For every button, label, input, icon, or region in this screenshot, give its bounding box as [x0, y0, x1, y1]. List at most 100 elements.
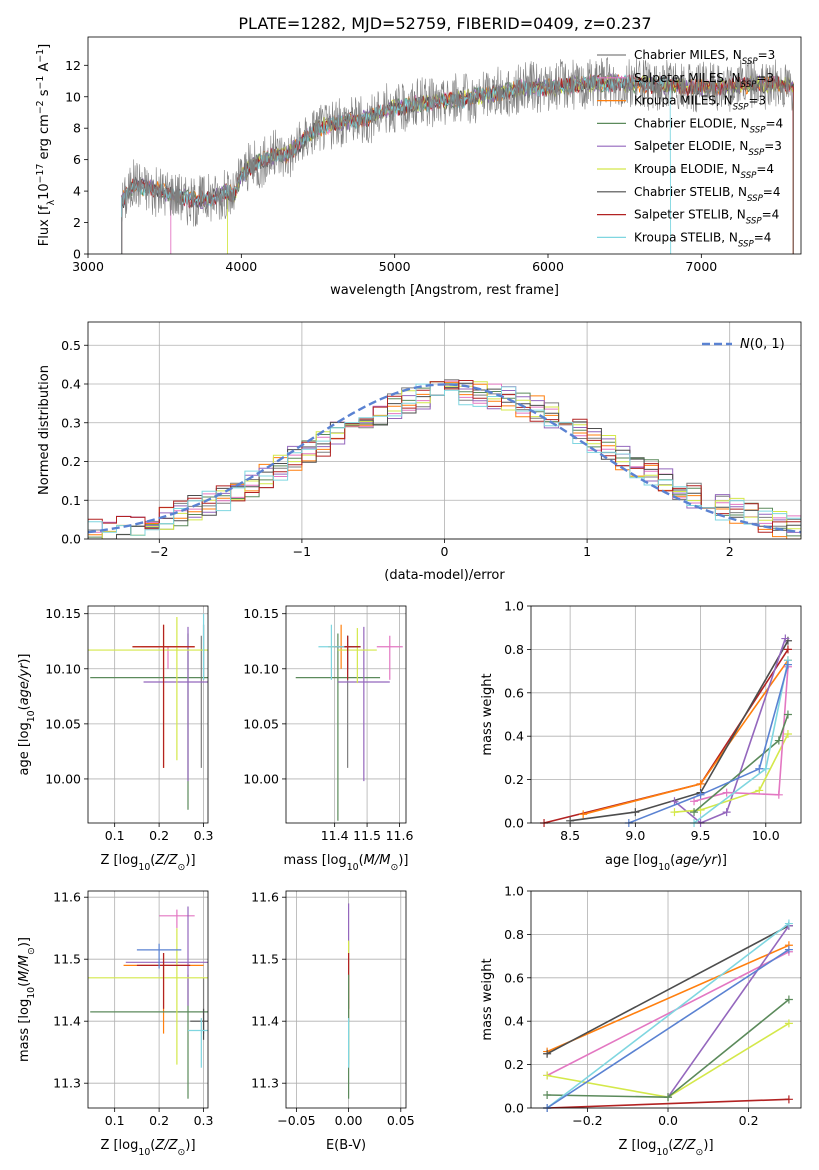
- spectrum-ylabel-part: −17: [35, 164, 46, 184]
- massweight_vs_age-plot-area: [540, 634, 792, 827]
- massweight_vs_age-series-line: [628, 664, 789, 824]
- massweight_vs_Z-xtick-label: 0.0: [658, 1113, 678, 1128]
- mass_vs_Z-ytick-label: 11.4: [53, 1014, 81, 1029]
- legend-entry: Chabrier MILES, NSSP=3: [634, 48, 775, 67]
- massweight_vs_age-series-line: [674, 733, 789, 813]
- massweight_vs_age-point-marker: [690, 808, 699, 817]
- massweight_vs_Z-xlabel-part: (: [668, 1138, 673, 1153]
- massweight_vs_Z-xlabel-part: Z [log: [618, 1138, 656, 1153]
- massweight_vs_age-point-marker: [631, 808, 640, 817]
- massweight_vs_age-ytick-label: 1.0: [504, 599, 524, 614]
- massweight_vs_Z-ytick-label: 0.6: [504, 970, 524, 985]
- mass_vs_Z-xlabel-part: Z [log: [100, 1138, 138, 1153]
- age_vs_Z-ytick-label: 10.10: [45, 661, 81, 676]
- legend-entry-part: =4: [754, 230, 772, 244]
- massweight_vs_Z-plot-area: [543, 919, 793, 1112]
- massweight_vs_age-point-marker: [722, 788, 731, 797]
- massweight_vs_age-ylabel: mass weight: [480, 673, 495, 755]
- legend-entry: Chabrier STELIB, NSSP=4: [634, 185, 781, 204]
- legend-entry: Chabrier ELODIE, NSSP=4: [634, 116, 783, 135]
- mass_vs_Z-xtick-label: 0.3: [194, 1113, 214, 1128]
- legend-entry-part: Chabrier ELODIE, N: [634, 116, 750, 130]
- age_vs_Z-xlabel-part: Z/Z: [154, 853, 178, 868]
- massweight_vs_age-point-marker: [783, 730, 792, 739]
- hist-legend-label-part: (0, 1): [750, 337, 785, 352]
- hist-xlabel: (data-model)/error: [384, 568, 505, 583]
- massweight_vs_Z-frame: [530, 890, 802, 1109]
- massweight_vs_Z-point-marker: [784, 919, 793, 928]
- age_vs_Z-xtick-label: 0.1: [105, 828, 125, 843]
- age_vs_mass-frame: [285, 605, 407, 824]
- massweight_vs_Z-point-marker: [543, 1090, 552, 1099]
- massweight_vs_age-point-marker: [774, 790, 783, 799]
- massweight_vs_age-ytick-label: 0.0: [504, 816, 524, 831]
- massweight_vs_age-series-line: [693, 666, 789, 803]
- spectrum-ylabel-part: −1: [35, 49, 46, 63]
- massweight_vs_Z-point-marker: [784, 945, 793, 954]
- massweight_vs_Z-xlabel-part: 10: [656, 1147, 668, 1158]
- mass_vs_Z-ytick-label: 11.3: [53, 1076, 81, 1091]
- massweight_vs_Z-xtick-label: 0.2: [739, 1113, 759, 1128]
- massweight_vs_age-ytick-label: 0.2: [504, 772, 524, 787]
- hist-plot-area: [88, 379, 801, 539]
- legend-entry-part: SSP: [746, 217, 763, 227]
- spectrum-ylabel-part: ]: [37, 44, 52, 49]
- massweight_vs_age-frame: [530, 605, 802, 824]
- massweight_vs_age-point-marker: [690, 797, 699, 806]
- age_vs_Z-xlabel-part: 10: [138, 862, 150, 873]
- massweight_vs_age-xlabel-part: age [log: [605, 853, 658, 868]
- age_vs_mass-ytick-label: 10.00: [243, 771, 279, 786]
- massweight_vs_Z-ytick-label: 0.0: [504, 1101, 524, 1116]
- spectrum-ylabel-part: s: [37, 89, 52, 100]
- spectrum-xtick-label: 5000: [379, 259, 411, 274]
- legend-entry-part: =4: [765, 116, 783, 130]
- mass_vs_EBV-ytick-label: 11.5: [251, 952, 279, 967]
- hist-ytick-label: 0.4: [61, 377, 81, 392]
- figure-layer: 3000 4000 5000 6000 7000024681012wavelength …: [17, 36, 802, 1158]
- age_vs_mass-ytick-label: 10.15: [243, 606, 279, 621]
- mass_vs_EBV-frame: [285, 890, 407, 1109]
- spectrum-xtick-label: 3000: [72, 259, 104, 274]
- hist-ytick-label: 0.3: [61, 415, 81, 430]
- massweight_vs_Z-xtick-label: −0.2: [572, 1113, 602, 1128]
- mass_vs_Z-xtick-label: 0.1: [105, 1113, 125, 1128]
- massweight_vs_age-point-marker: [670, 797, 679, 806]
- massweight_vs_age-point-marker: [783, 710, 792, 719]
- legend-entry: Salpeter MILES, NSSP=3: [634, 71, 774, 90]
- gaussian-curve: [88, 383, 801, 534]
- legend-entry-part: SSP: [750, 125, 767, 135]
- massweight_vs_Z-ytick-label: 0.8: [504, 927, 524, 942]
- massweight_vs_age-point-marker: [783, 645, 792, 654]
- mass_vs_EBV-xtick-label: 0.00: [335, 1113, 363, 1128]
- legend-entry-part: Kroupa ELODIE, N: [634, 162, 741, 176]
- mass_vs_Z-frame: [87, 890, 209, 1109]
- massweight_vs_age-xtick-label: 9.5: [691, 828, 711, 843]
- mass_vs_Z-xlabel-part: 10: [138, 1147, 150, 1158]
- massweight_vs_Z-point-marker: [784, 1019, 793, 1028]
- legend-entry-part: Kroupa STELIB, N: [634, 230, 738, 244]
- mass_vs_Z-ylabel-part: ⊙: [26, 947, 37, 955]
- mass_vs_Z-xtick-label: 0.2: [149, 1113, 169, 1128]
- legend-entry-part: =4: [756, 162, 774, 176]
- massweight_vs_Z-series-line: [547, 1098, 789, 1109]
- spectrum-ylabel-part: erg cm: [37, 114, 52, 163]
- legend-entry: Salpeter STELIB, NSSP=4: [634, 208, 779, 227]
- massweight_vs_age-point-marker: [722, 808, 731, 817]
- age_vs_Z-xlabel-part: (: [150, 853, 155, 868]
- mass_vs_EBV-xtick-label: 0.05: [387, 1113, 415, 1128]
- mass_vs_EBV-xlabel-part: E(B-V): [326, 1138, 366, 1153]
- spectrum-ylabel-part: λ: [46, 199, 57, 205]
- mass_vs_Z-plot-area: [88, 906, 208, 1099]
- hist-step: [88, 383, 801, 537]
- age_vs_mass-xlabel-part: M/M: [364, 853, 391, 868]
- age_vs_mass-xlabel-part: mass [log: [284, 853, 347, 868]
- age_vs_Z-ylabel-part: age/yr: [17, 662, 32, 705]
- mass_vs_Z-xlabel-part: Z/Z: [154, 1138, 178, 1153]
- age_vs_mass-xtick-label: 11.4: [321, 828, 349, 843]
- spectrum-ylabel-part: −2: [35, 100, 46, 114]
- massweight_vs_Z-ytick-label: 0.2: [504, 1057, 524, 1072]
- hist-xtick-label: 2: [726, 544, 734, 559]
- age_vs_Z-frame: [87, 605, 209, 824]
- mass_vs_Z-ytick-label: 11.6: [53, 890, 81, 905]
